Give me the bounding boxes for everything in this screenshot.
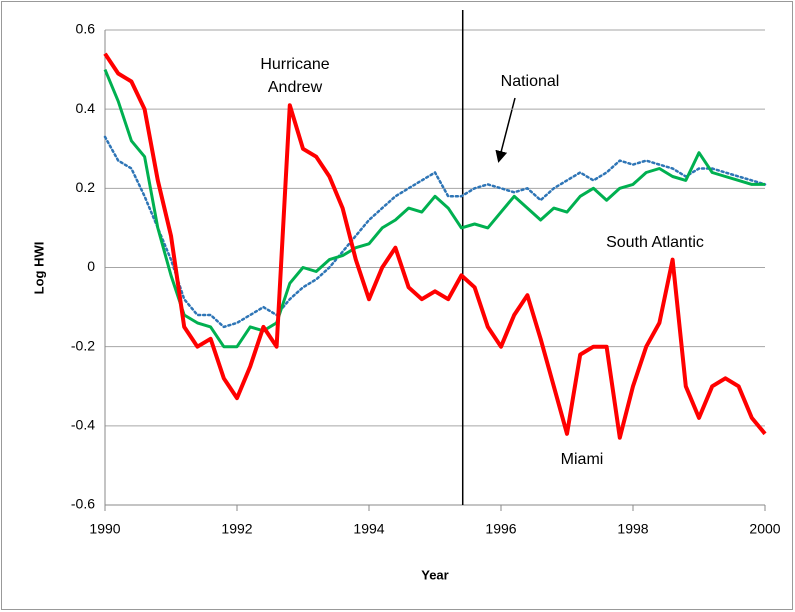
y-tick-label: -0.4 xyxy=(71,417,95,433)
x-tick-label: 2000 xyxy=(749,521,780,537)
annotation: Miami xyxy=(561,451,604,468)
y-tick-label: 0 xyxy=(87,258,95,274)
line-series xyxy=(103,52,767,440)
line-series xyxy=(103,69,765,349)
y-tick-label: -0.6 xyxy=(71,496,95,512)
arrow xyxy=(495,97,516,163)
y-tick-label: 0.6 xyxy=(76,21,96,37)
x-tick-label: 1996 xyxy=(485,521,516,537)
x-tick-label: 1998 xyxy=(617,521,648,537)
x-tick-label: 1990 xyxy=(89,521,120,537)
annotation: Andrew xyxy=(268,79,323,96)
annotation: National xyxy=(501,73,560,90)
y-axis-title: Log HWI xyxy=(31,242,46,295)
annotation: Hurricane xyxy=(260,56,329,73)
x-tick-label: 1992 xyxy=(221,521,252,537)
y-tick-label: 0.2 xyxy=(76,179,96,195)
x-tick-label: 1994 xyxy=(353,521,384,537)
annotation: South Atlantic xyxy=(606,234,704,251)
y-tick-label: -0.2 xyxy=(71,337,95,353)
x-axis-title: Year xyxy=(421,567,448,582)
y-tick-label: 0.4 xyxy=(76,100,96,116)
line-series xyxy=(103,135,767,329)
